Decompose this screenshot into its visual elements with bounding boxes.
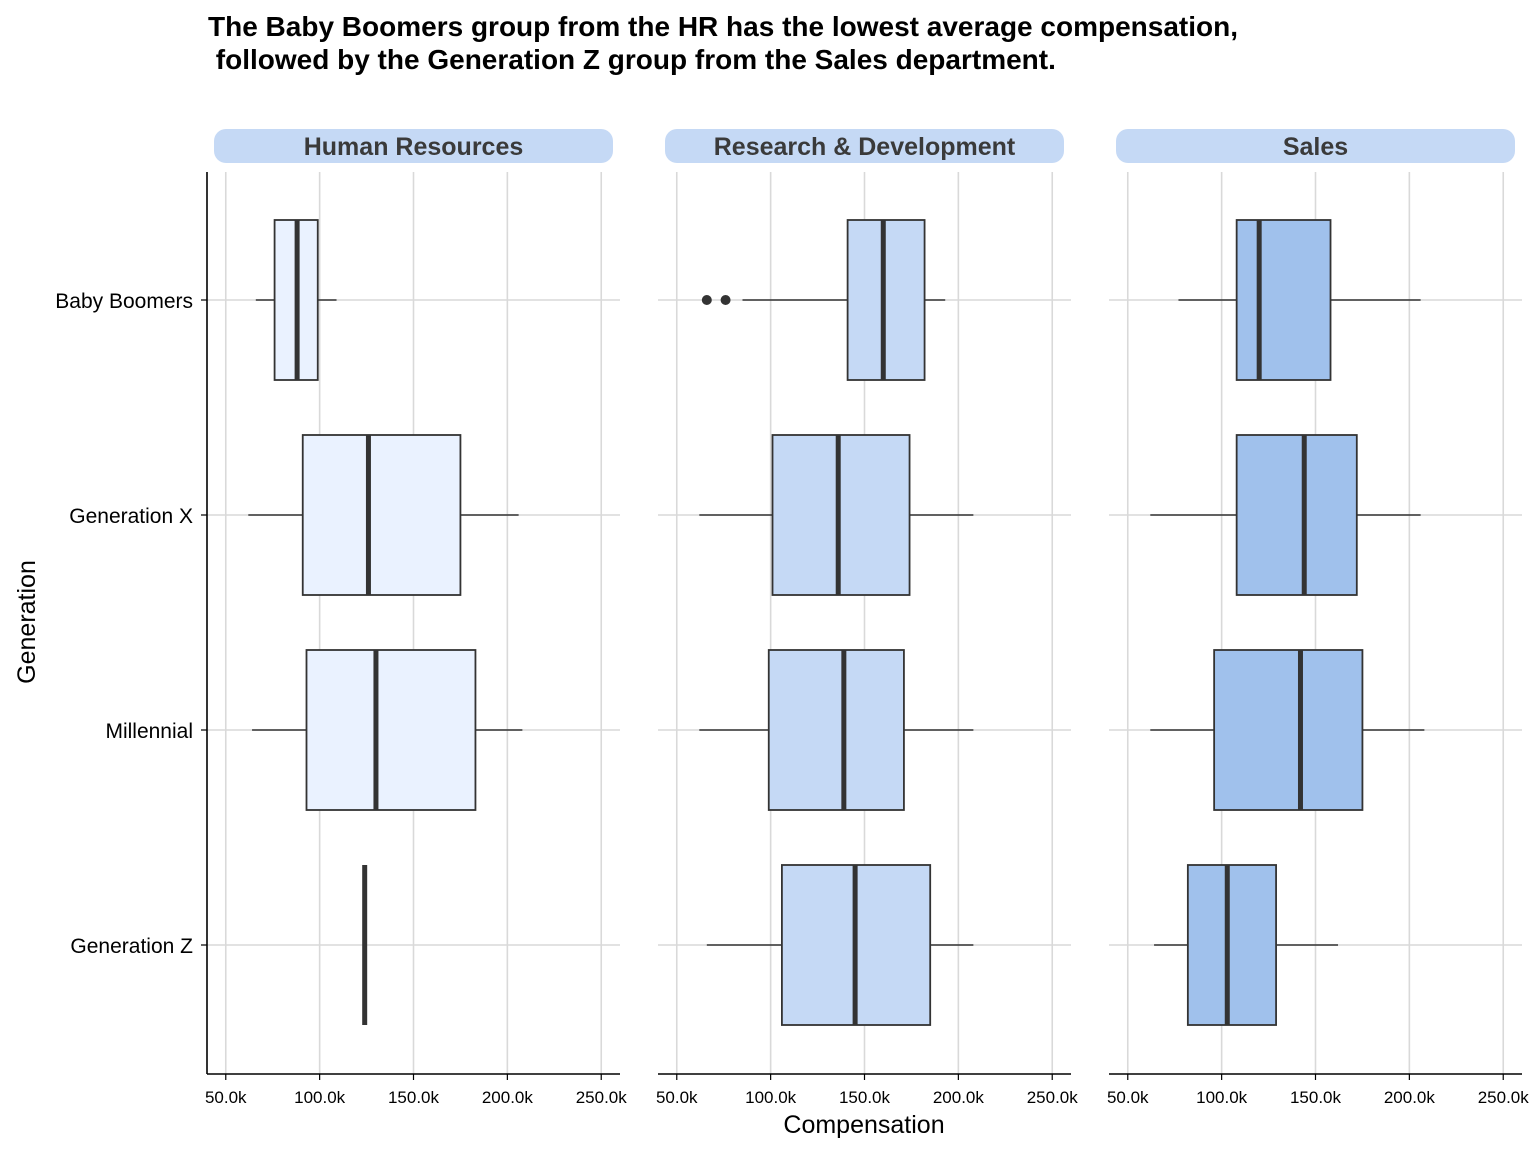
- x-tick-label: 200.0k: [1384, 1088, 1436, 1107]
- iqr-box: [1186, 864, 1277, 1026]
- chart-title-line-2: followed by the Generation Z group from …: [208, 44, 1056, 75]
- x-tick-label: 100.0k: [1196, 1088, 1248, 1107]
- x-tick-label: 250.0k: [1027, 1088, 1079, 1107]
- iqr-box: [771, 434, 911, 596]
- facet-panel-1: Research & Development 50.0k 100.0k 150.0k 2…: [656, 129, 1078, 1107]
- y-tick-label: Generation Z: [70, 935, 193, 958]
- x-tick-label: 100.0k: [294, 1088, 346, 1107]
- x-tick-label: 200.0k: [933, 1088, 985, 1107]
- iqr-box: [305, 649, 477, 811]
- x-axis-title: Compensation: [783, 1111, 944, 1139]
- outlier-point: [720, 295, 731, 305]
- chart-title-line-1: The Baby Boomers group from the HR has t…: [208, 11, 1238, 42]
- boxplot-generation-x: [699, 434, 974, 596]
- x-tick-label: 100.0k: [745, 1088, 797, 1107]
- boxplot-generation-z: [706, 864, 974, 1026]
- x-tick-label: 150.0k: [839, 1088, 891, 1107]
- boxplot-millennial: [252, 649, 523, 811]
- boxplot-generation-z: [1154, 864, 1339, 1026]
- x-tick-label: 150.0k: [388, 1088, 440, 1107]
- x-tick-label: 50.0k: [656, 1088, 698, 1107]
- boxplot-baby-boomers: [1178, 219, 1421, 381]
- boxplot-baby-boomers: [255, 219, 337, 381]
- iqr-box: [1213, 649, 1364, 811]
- boxplot-millennial: [1150, 649, 1425, 811]
- y-axis-title: Generation: [13, 560, 41, 684]
- facet-panel-2: Sales 50.0k 100.0k 150.0k 200.0k 250.0k: [1107, 129, 1529, 1107]
- boxplot-generation-x: [1150, 434, 1421, 596]
- x-tick-label: 250.0k: [576, 1088, 628, 1107]
- boxplot-generation-x: [248, 434, 519, 596]
- facet-strip-label: Sales: [1283, 133, 1348, 161]
- iqr-box: [767, 649, 905, 811]
- y-tick-label: Generation X: [69, 505, 193, 528]
- iqr-box: [1235, 219, 1332, 381]
- iqr-box: [301, 434, 462, 596]
- facet-strip: [214, 129, 613, 163]
- facet-strip-label: Research & Development: [714, 133, 1016, 161]
- x-tick-label: 50.0k: [1107, 1088, 1149, 1107]
- outlier-point: [701, 295, 712, 305]
- iqr-box: [1235, 434, 1358, 596]
- facet-panel-0: Human Resources 50.0k 100.0k 150.0k 200.0k 25…: [55, 129, 627, 1107]
- facet-strip-label: Human Resources: [304, 133, 524, 161]
- boxplot-millennial: [699, 649, 974, 811]
- facet-strip: [1116, 129, 1515, 163]
- x-tick-label: 50.0k: [205, 1088, 247, 1107]
- iqr-box: [846, 219, 926, 381]
- plot-area: Human Resources 50.0k 100.0k 150.0k 200.0k 25…: [55, 129, 1529, 1107]
- chart-title: The Baby Boomers group from the HR has t…: [208, 11, 1238, 75]
- x-tick-label: 250.0k: [1478, 1088, 1530, 1107]
- y-tick-label: Baby Boomers: [55, 290, 193, 313]
- boxplot-baby-boomers: [701, 219, 946, 381]
- facet-strip: [665, 129, 1064, 163]
- x-tick-label: 200.0k: [482, 1088, 534, 1107]
- y-tick-label: Millennial: [105, 720, 193, 743]
- x-tick-label: 150.0k: [1290, 1088, 1342, 1107]
